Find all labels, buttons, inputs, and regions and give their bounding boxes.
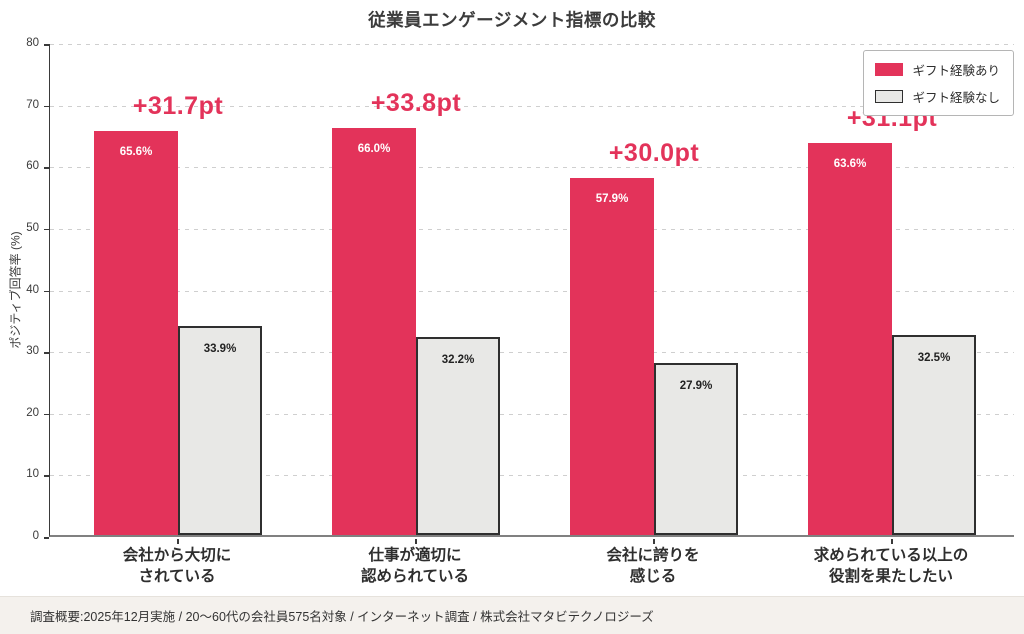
x-tick-mark-1 — [415, 539, 417, 544]
diff-label-1: +33.8pt — [370, 89, 462, 118]
y-tick-mark-50 — [44, 228, 49, 231]
bar-value-gift-no-1: 32.2% — [441, 353, 475, 366]
y-tick-mark-70 — [44, 105, 49, 108]
bar-gift-yes-0: 65.6% — [94, 130, 178, 535]
y-tick-label-40: 40 — [26, 283, 39, 296]
diff-label-0: +31.7pt — [132, 91, 224, 120]
x-tick-label-0: 会社から大切に されている — [122, 547, 232, 585]
y-tick-label-20: 20 — [26, 406, 39, 419]
y-tick-mark-30 — [44, 352, 49, 354]
x-tick-label-1: 仕事が適切に 認められている — [360, 547, 470, 585]
y-tick-mark-80 — [44, 44, 49, 46]
y-tick-mark-20 — [44, 413, 49, 416]
x-tick-mark-3 — [891, 539, 893, 544]
legend-label-gift-yes: ギフト経験あり — [912, 64, 1000, 78]
survey-summary-footer: 調査概要:2025年12月実施 / 20〜60代の会社員575名対象 / インタ… — [0, 596, 1024, 634]
bar-value-gift-yes-2: 57.9% — [595, 193, 629, 206]
survey-summary-text: 調査概要:2025年12月実施 / 20〜60代の会社員575名対象 / インタ… — [30, 610, 654, 624]
x-tick-label-2: 会社に誇りを 感じる — [606, 547, 700, 585]
legend: ギフト経験あり ギフト経験なし — [863, 50, 1014, 116]
gridline-70 — [50, 105, 1014, 107]
y-tick-mark-0 — [44, 537, 49, 539]
y-tick-label-10: 10 — [26, 468, 39, 481]
gridline-10 — [50, 475, 1014, 477]
y-tick-mark-60 — [44, 167, 49, 169]
bar-gift-no-1: 32.2% — [416, 336, 500, 535]
bar-gift-no-2: 27.9% — [654, 363, 738, 535]
legend-swatch-gift-yes — [875, 63, 904, 76]
bar-value-gift-yes-1: 66.0% — [357, 143, 391, 156]
x-tick-label-3: 求められている以上の 役割を果たしたい — [813, 547, 969, 585]
x-tick-mark-2 — [653, 539, 655, 544]
gridline-40 — [50, 290, 1014, 292]
y-tick-label-30: 30 — [26, 345, 39, 358]
y-tick-label-80: 80 — [26, 37, 39, 49]
bar-value-gift-yes-3: 63.6% — [833, 158, 867, 171]
plot-area: 65.6% 33.9% +31.7pt 66.0% 32.2% +33.8pt 57.9% 2… — [49, 44, 1014, 537]
legend-entry-gift-no: ギフト経験なし — [875, 87, 1000, 106]
bar-gift-yes-2: 57.9% — [570, 178, 654, 535]
chart-title: 従業員エンゲージメント指標の比較 — [368, 10, 656, 30]
x-tick-mark-0 — [177, 539, 179, 544]
legend-entry-gift-yes: ギフト経験あり — [875, 60, 1000, 79]
gridline-20 — [50, 413, 1014, 415]
gridline-50 — [50, 228, 1014, 230]
bar-gift-yes-1: 66.0% — [332, 128, 416, 535]
diff-label-2: +30.0pt — [608, 139, 700, 168]
legend-swatch-gift-no — [875, 90, 904, 103]
bar-gift-no-3: 32.5% — [892, 334, 976, 535]
y-tick-label-70: 70 — [26, 98, 39, 111]
bar-value-gift-yes-0: 65.6% — [119, 145, 153, 158]
bar-value-gift-no-0: 33.9% — [203, 343, 237, 356]
gridline-80 — [50, 44, 1014, 45]
bar-gift-yes-3: 63.6% — [808, 143, 892, 535]
bar-value-gift-no-2: 27.9% — [679, 380, 713, 393]
legend-label-gift-no: ギフト経験なし — [912, 91, 1000, 105]
bar-chart: 従業員エンゲージメント指標の比較 ポジティブ回答率 (%) 65.6% 33.9%… — [9, 10, 1014, 585]
y-tick-label-50: 50 — [26, 221, 39, 234]
y-tick-label-0: 0 — [32, 530, 39, 542]
y-tick-mark-40 — [44, 290, 49, 292]
y-tick-label-60: 60 — [26, 160, 39, 173]
bar-gift-no-0: 33.9% — [178, 326, 262, 535]
gridline-30 — [50, 352, 1014, 354]
bar-value-gift-no-3: 32.5% — [917, 351, 951, 364]
y-tick-mark-10 — [44, 475, 49, 477]
gridline-60 — [50, 167, 1014, 169]
